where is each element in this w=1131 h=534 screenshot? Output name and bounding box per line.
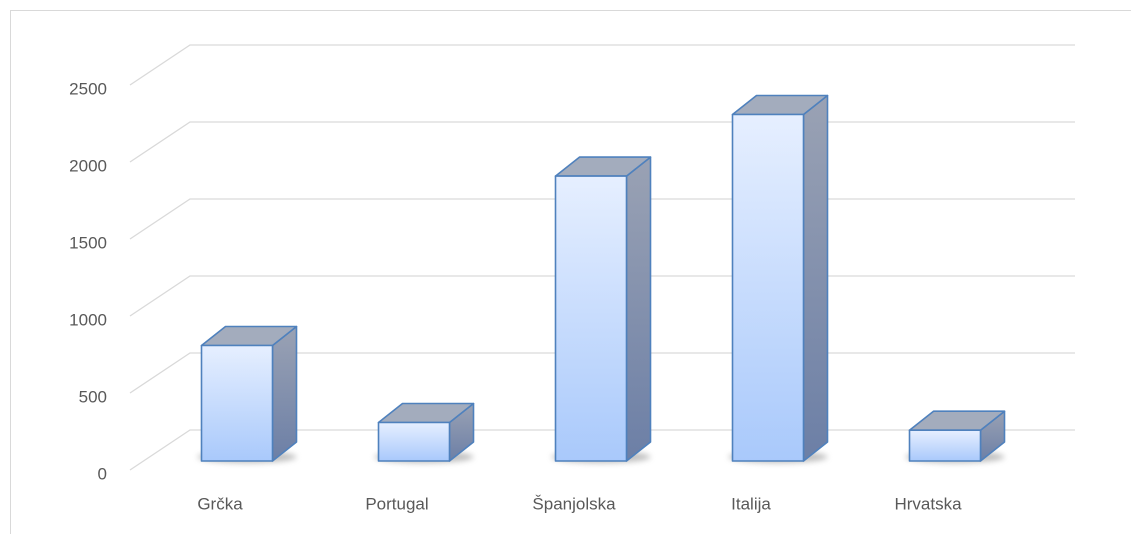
y-tick-label: 0: [98, 464, 107, 483]
bar-side: [271, 325, 298, 462]
x-tick-label: Portugal: [365, 494, 428, 513]
x-tick-label: Italija: [731, 494, 771, 513]
y-tick-label: 2000: [69, 156, 107, 175]
bar-side: [802, 94, 829, 462]
y-tick-label: 500: [79, 387, 107, 406]
chart-border: [10, 10, 1131, 534]
y-tick-label: 2500: [69, 79, 107, 98]
bar: [377, 421, 451, 462]
bar: [554, 175, 628, 462]
grid-line: [129, 44, 1075, 86]
y-tick-label: 1000: [69, 310, 107, 329]
bar: [731, 113, 805, 462]
x-tick-label: Španjolska: [532, 494, 616, 513]
bar-side: [625, 156, 652, 462]
bar: [200, 344, 274, 462]
grid-line: [129, 121, 1075, 163]
x-tick-label: Hrvatska: [894, 494, 962, 513]
x-tick-label: Grčka: [197, 494, 243, 513]
bar: [908, 429, 982, 462]
y-tick-label: 1500: [69, 233, 107, 252]
